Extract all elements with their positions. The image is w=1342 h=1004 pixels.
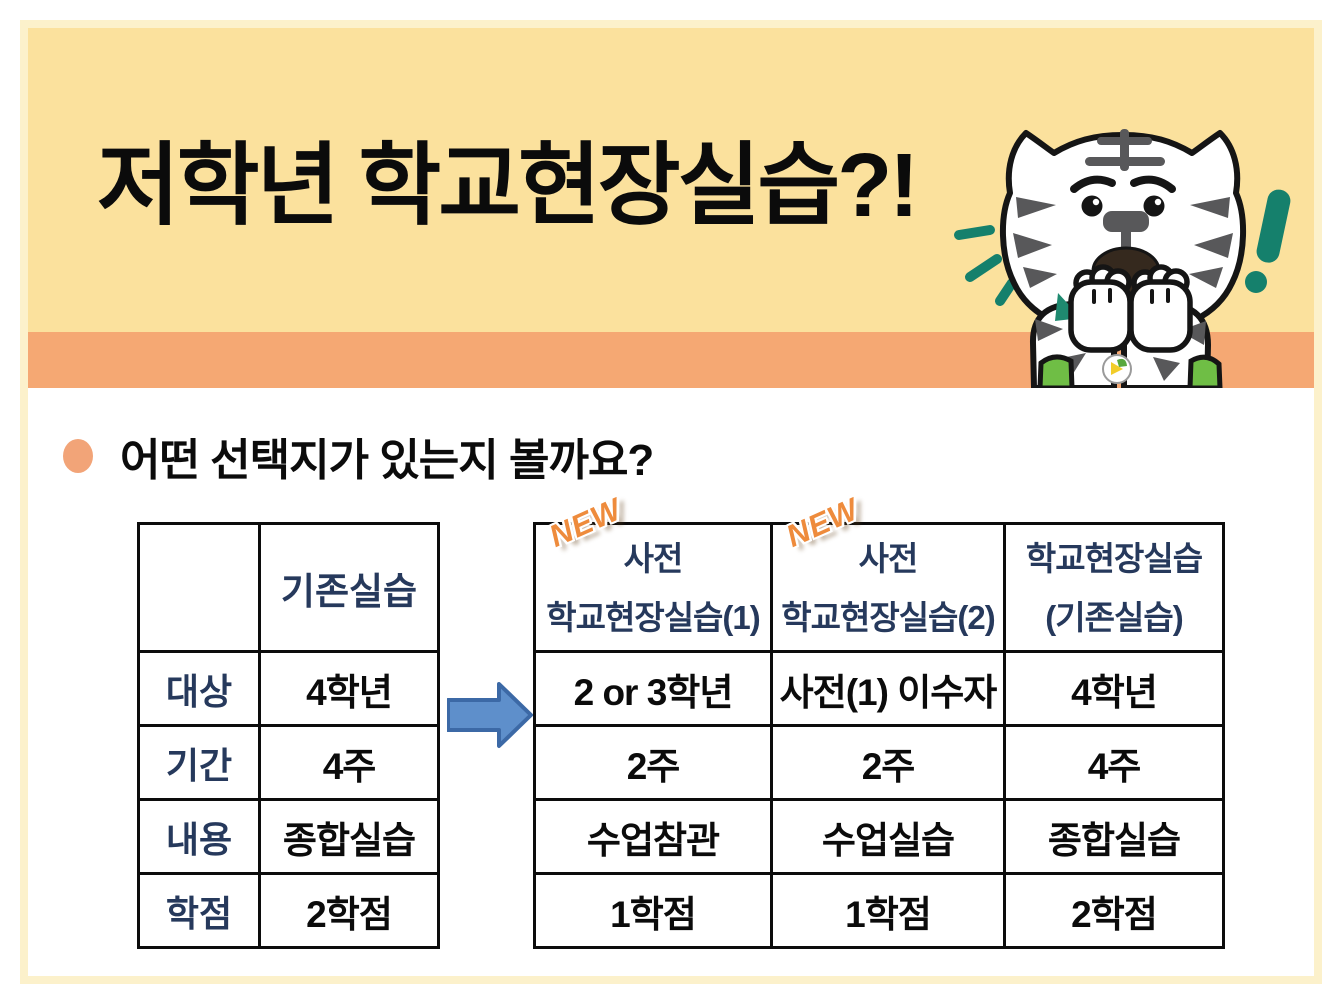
header-line: 학교현장실습 (1025, 539, 1203, 577)
table-row: 1학점 1학점 2학점 (533, 872, 1225, 949)
table-row: 대상 4학년 (137, 650, 440, 727)
header-line: 학교현장실습(1) (546, 598, 761, 636)
row-label-period: 기간 (137, 724, 261, 801)
cell-value: 1학점 (770, 872, 1006, 949)
cell-value: 4학년 (258, 650, 440, 727)
option-header-pre2: NEW 사전 학교현장실습(2) (770, 491, 1006, 653)
cell-value: 2학점 (1003, 872, 1225, 949)
cell-value: 수업실습 (770, 798, 1006, 875)
legacy-practice-table: 기존실습 대상 4학년 기간 4주 내용 종합실습 학점 2학점 (137, 522, 440, 949)
emphasis-dashes-icon (954, 225, 1017, 306)
cell-value: 2학점 (258, 872, 440, 949)
cell-value: 종합실습 (1003, 798, 1225, 875)
cell-value: 4주 (258, 724, 440, 801)
table-row: 기간 4주 (137, 724, 440, 801)
legacy-corner-cell (137, 522, 261, 653)
transition-arrow-icon (447, 682, 533, 748)
cell-value: 종합실습 (258, 798, 440, 875)
cell-value: 2 or 3학년 (533, 650, 773, 727)
tiger-figure (1000, 129, 1246, 388)
header-line: (기존실습) (1045, 598, 1183, 636)
header-line: 사전 (858, 539, 919, 577)
cell-value: 4주 (1003, 724, 1225, 801)
section-heading-text: 어떤 선택지가 있는지 볼까요? (120, 436, 654, 485)
row-label-content: 내용 (137, 798, 261, 875)
cell-value: 1학점 (533, 872, 773, 949)
section-heading: 어떤 선택지가 있는지 볼까요? (63, 424, 654, 488)
row-label-target: 대상 (137, 650, 261, 727)
paws (1068, 264, 1193, 353)
slide-title: 저학년 학교현장실습?! (97, 136, 919, 236)
header-line: 사전 (623, 539, 684, 577)
cell-value: 2주 (533, 724, 773, 801)
new-options-table: NEW 사전 학교현장실습(1) NEW 사전 학교현장실습(2) 학교현장실습… (533, 491, 1225, 949)
finger-lines (1092, 288, 1170, 304)
cheek-stripes (1013, 197, 1233, 288)
row-label-credits: 학점 (137, 872, 261, 949)
header-line: 학교현장실습(2) (781, 598, 996, 636)
forehead-stripes (1085, 129, 1165, 171)
bullet-icon (63, 439, 93, 473)
cell-value: 2주 (770, 724, 1006, 801)
option-header-pre1: NEW 사전 학교현장실습(1) (533, 491, 773, 653)
table-row: 내용 종합실습 (137, 798, 440, 875)
table-row: 학점 2학점 (137, 872, 440, 949)
eyebrows (1070, 175, 1176, 193)
legacy-header-cell: 기존실습 (258, 522, 440, 653)
table-row: 수업참관 수업실습 종합실습 (533, 798, 1225, 875)
table-row: 2 or 3학년 사전(1) 이수자 4학년 (533, 650, 1225, 727)
exclamation-icon (1245, 189, 1291, 293)
cell-value: 4학년 (1003, 650, 1225, 727)
table-row: 2주 2주 4주 (533, 724, 1225, 801)
cell-value: 사전(1) 이수자 (770, 650, 1006, 727)
tiger-mascot-illustration (954, 129, 1291, 388)
cell-value: 수업참관 (533, 798, 773, 875)
option-header-legacy: 학교현장실습 (기존실습) (1003, 522, 1225, 653)
sleeves (1037, 354, 1223, 388)
